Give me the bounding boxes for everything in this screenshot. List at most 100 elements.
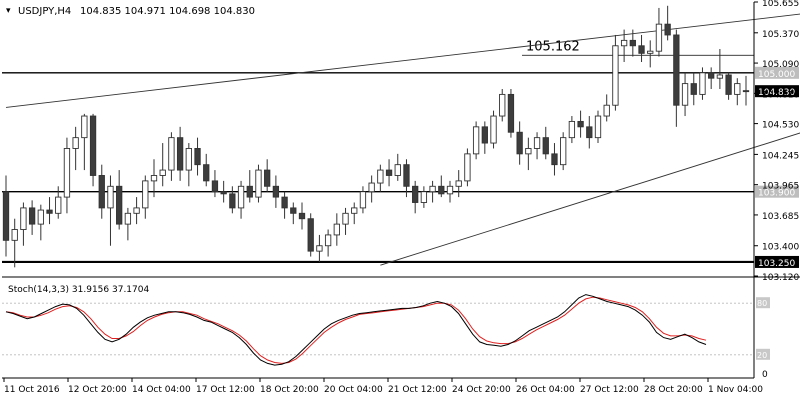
- candle-bullish: [655, 23, 663, 52]
- price-tick-label: 105.655: [762, 0, 799, 9]
- candle-bearish: [298, 212, 306, 220]
- stoch-level-tag: [756, 297, 770, 309]
- candle-bearish: [742, 90, 750, 93]
- candle-bearish: [690, 83, 697, 95]
- candle-bullish: [499, 93, 506, 117]
- candle-bearish: [664, 23, 671, 36]
- candle-bullish: [333, 223, 340, 236]
- candle-bullish: [647, 50, 654, 54]
- stoch-axis-zero: 0: [762, 370, 768, 380]
- candle-bearish: [577, 120, 584, 128]
- candle-bullish: [324, 234, 332, 247]
- current-price-tag: [755, 85, 799, 98]
- price-tick-label: 104.810: [762, 90, 799, 100]
- candle-bullish: [603, 104, 610, 117]
- level-price-tag: [755, 185, 799, 198]
- candle-bullish: [681, 83, 689, 106]
- time-tick-label: 24 Oct 20:00: [452, 385, 511, 395]
- stochastic-label: Stoch(14,3,3) 31.9156 37.1704: [8, 285, 149, 295]
- candle-bullish: [351, 207, 358, 214]
- overlays-layer: 105.000 103.900 103.250 105.162 104.830: [2, 13, 800, 269]
- candle-bearish: [28, 207, 36, 225]
- candle-bullish: [560, 137, 567, 166]
- candle-bullish: [37, 209, 44, 225]
- candle-bearish: [176, 137, 184, 171]
- candle-bullish: [594, 115, 602, 139]
- stochastic-layer: 80 20 0: [2, 294, 770, 380]
- candle-bearish: [307, 218, 314, 252]
- price-tick-label: 105.090: [762, 60, 799, 70]
- price-tick-label: 103.685: [762, 212, 799, 222]
- candle-bullish: [620, 39, 628, 47]
- candle-bullish: [525, 148, 532, 155]
- candle-bearish: [403, 164, 410, 187]
- candle-bullish: [316, 245, 323, 252]
- candle-bearish: [2, 191, 10, 241]
- candle-bullish: [699, 72, 706, 95]
- level-price-label: 103.900: [758, 189, 795, 199]
- stoch-main-line: [5, 294, 707, 366]
- candle-bearish: [412, 185, 419, 203]
- candle-bullish: [168, 137, 175, 171]
- candle-bearish: [551, 153, 558, 166]
- candle-bullish: [255, 169, 262, 198]
- candle-bearish: [481, 126, 488, 144]
- candle-bearish: [194, 148, 201, 166]
- candle-bullish: [464, 153, 471, 182]
- candle-bearish: [638, 45, 645, 54]
- price-tick-label: 103.965: [762, 182, 799, 192]
- level-annotation: 105.162: [526, 39, 580, 54]
- candle-bullish: [124, 212, 132, 225]
- candle-bullish: [368, 182, 375, 193]
- candle-bullish: [150, 175, 158, 182]
- chart-menu-icon[interactable]: ▾: [6, 6, 11, 16]
- candle-bullish: [185, 148, 192, 171]
- candle-bearish: [629, 39, 636, 47]
- time-tick-label: 18 Oct 20:00: [260, 385, 319, 395]
- candle-bearish: [220, 191, 227, 195]
- price-tick-label: 105.370: [762, 30, 799, 40]
- candle-bullish: [237, 185, 245, 209]
- level-price-tag: [755, 66, 799, 79]
- candle-bearish: [438, 185, 445, 195]
- candle-bearish: [586, 126, 593, 139]
- trendline: [5, 13, 800, 108]
- candle-bullish: [446, 185, 454, 195]
- candle-bearish: [46, 209, 53, 214]
- candles-layer: [2, 5, 750, 268]
- candle-bearish: [516, 131, 523, 155]
- candle-bearish: [673, 34, 680, 106]
- level-price-tag: [755, 255, 799, 268]
- candle-bearish: [290, 207, 297, 214]
- candle-bullish: [159, 169, 166, 176]
- candle-bearish: [708, 72, 715, 79]
- time-tick-label: 28 Oct 20:00: [644, 385, 703, 395]
- candle-bullish: [11, 229, 18, 241]
- candle-bullish: [612, 45, 619, 106]
- candle-bullish: [81, 115, 88, 139]
- level-price-label: 105.000: [758, 70, 795, 80]
- candle-bearish: [246, 185, 253, 198]
- candle-bullish: [455, 180, 462, 187]
- candle-bullish: [377, 169, 384, 184]
- candle-bullish: [133, 207, 140, 214]
- time-tick-label: 17 Oct 12:00: [196, 385, 255, 395]
- candle-bullish: [20, 207, 27, 230]
- level-price-label: 103.250: [758, 259, 795, 269]
- candle-bearish: [542, 137, 549, 155]
- candle-bearish: [98, 175, 105, 209]
- price-tick-label: 103.120: [762, 273, 799, 283]
- time-tick-label: 11 Oct 2016: [4, 385, 60, 395]
- price-tick-label: 103.400: [762, 243, 799, 253]
- candle-bearish: [272, 185, 280, 198]
- price-tick-label: 104.530: [762, 121, 799, 131]
- candle-bearish: [385, 169, 393, 176]
- candle-bullish: [142, 180, 149, 209]
- stoch-level-label: 20: [757, 351, 767, 360]
- candle-bullish: [490, 115, 497, 144]
- axes-layer: 105.655 105.370 105.090 104.810 104.530 104.2…: [2, 0, 800, 395]
- candle-bearish: [264, 169, 271, 187]
